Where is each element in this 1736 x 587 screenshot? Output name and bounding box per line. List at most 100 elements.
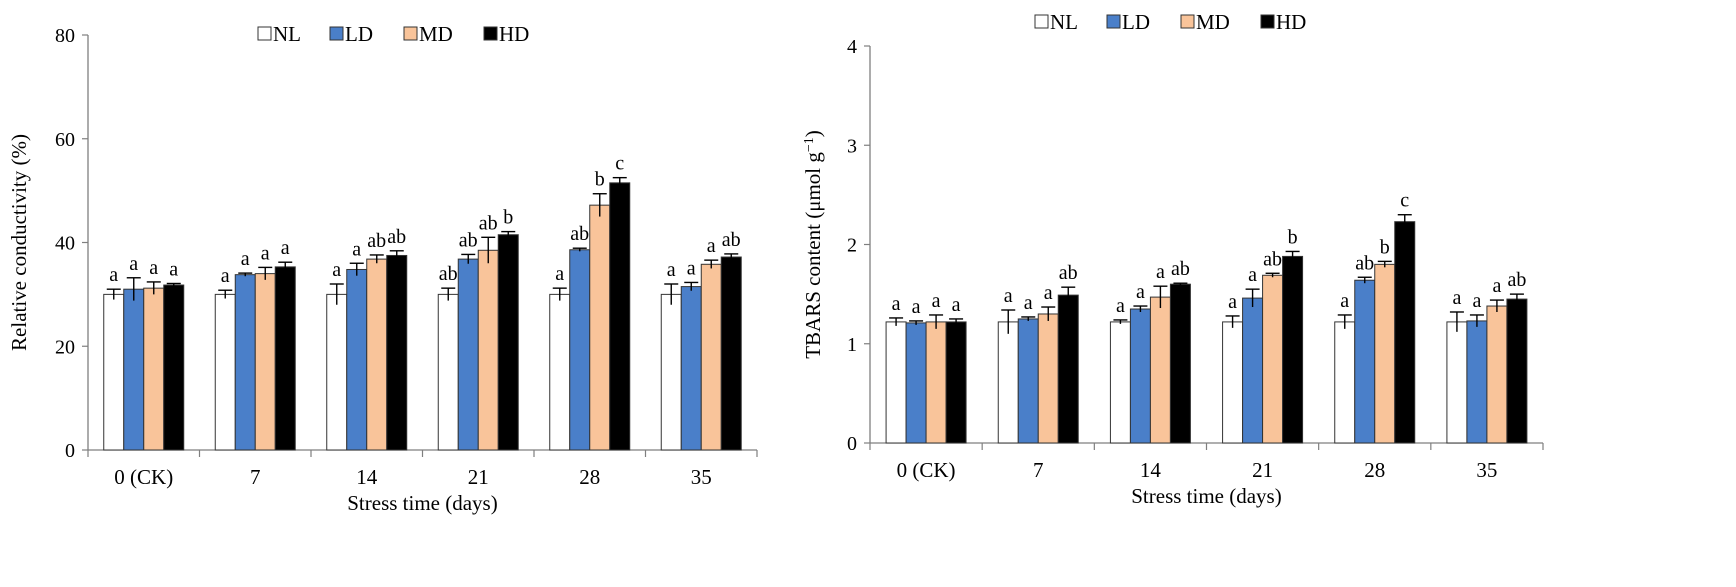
legend-swatch-nl bbox=[257, 26, 272, 41]
y-tick-label: 20 bbox=[55, 336, 75, 358]
legend-swatch-nl bbox=[1034, 14, 1049, 29]
significance-letter: a bbox=[169, 258, 178, 280]
x-tick-label: 14 bbox=[356, 465, 378, 489]
significance-letter: a bbox=[707, 235, 716, 257]
y-tick-label: 3 bbox=[847, 135, 857, 157]
bar-md bbox=[254, 273, 276, 451]
bar-md bbox=[1149, 296, 1171, 444]
legend: NL LD MD HD bbox=[1034, 10, 1306, 34]
significance-letter: a bbox=[1024, 292, 1033, 314]
bar-ld bbox=[1017, 318, 1039, 444]
legend-label-md: MD bbox=[1196, 10, 1230, 34]
legend-label-md: MD bbox=[419, 22, 453, 46]
bar-nl bbox=[1109, 321, 1131, 444]
significance-letter: ab bbox=[367, 230, 386, 252]
y-axis-title-close: ) bbox=[801, 130, 825, 137]
bar-md bbox=[1037, 313, 1059, 444]
x-tick-label: 35 bbox=[1476, 458, 1497, 482]
legend-label-nl: NL bbox=[1050, 10, 1078, 34]
significance-letter: ab bbox=[1507, 269, 1526, 291]
legend-swatch-md bbox=[1180, 14, 1195, 29]
bar-hd bbox=[609, 182, 631, 451]
legend-label-hd: HD bbox=[499, 22, 529, 46]
significance-letter: c bbox=[615, 153, 624, 175]
significance-letter: a bbox=[261, 242, 270, 264]
bar-hd bbox=[386, 254, 408, 451]
bar-md bbox=[143, 287, 165, 451]
bar-ld bbox=[234, 274, 256, 451]
bar-ld bbox=[1129, 308, 1151, 444]
bar-hd bbox=[497, 234, 519, 451]
significance-letter: a bbox=[1340, 290, 1349, 312]
bar-md bbox=[1486, 305, 1508, 444]
bar-ld bbox=[569, 249, 591, 451]
significance-letter: a bbox=[952, 294, 961, 316]
bar-md bbox=[925, 321, 947, 444]
significance-letter: a bbox=[932, 290, 941, 312]
significance-letter: a bbox=[221, 265, 230, 287]
significance-letter: a bbox=[1492, 275, 1501, 297]
bar-md bbox=[1262, 274, 1284, 444]
bar-ld bbox=[457, 258, 479, 451]
significance-letter: ab bbox=[570, 223, 589, 245]
significance-letter: a bbox=[109, 264, 118, 286]
legend-label-ld: LD bbox=[345, 22, 373, 46]
y-axis-title-superscript: −1 bbox=[802, 137, 817, 152]
significance-letter: a bbox=[1228, 291, 1237, 313]
bar-md bbox=[366, 258, 388, 451]
bar-hd bbox=[1282, 255, 1304, 444]
x-tick-label: 21 bbox=[468, 465, 489, 489]
significance-letter: a bbox=[667, 259, 676, 281]
significance-letter: c bbox=[1400, 190, 1409, 212]
x-tick-label: 21 bbox=[1252, 458, 1273, 482]
significance-letter: ab bbox=[387, 226, 406, 248]
significance-letter: a bbox=[149, 257, 158, 279]
significance-letter: a bbox=[1156, 261, 1165, 283]
y-tick-label: 60 bbox=[55, 129, 75, 151]
bar-ld bbox=[1466, 320, 1488, 444]
significance-letter: b bbox=[503, 207, 513, 229]
bar-md bbox=[1374, 263, 1396, 444]
significance-letter: ab bbox=[439, 263, 458, 285]
significance-letter: ab bbox=[479, 212, 498, 234]
legend-swatch-md bbox=[403, 26, 418, 41]
x-tick-label: 0 (CK) bbox=[897, 458, 956, 482]
significance-letter: a bbox=[1116, 295, 1125, 317]
bar-nl bbox=[1222, 321, 1244, 444]
significance-letter: a bbox=[912, 296, 921, 318]
legend-label-nl: NL bbox=[273, 22, 301, 46]
bar-md bbox=[700, 263, 722, 451]
significance-letter: a bbox=[1472, 290, 1481, 312]
bar-ld bbox=[1354, 279, 1376, 444]
bar-ld bbox=[346, 268, 368, 451]
significance-letter: b bbox=[1380, 236, 1390, 258]
bar-hd bbox=[1057, 294, 1079, 444]
bar-hd bbox=[945, 321, 967, 444]
y-tick-label: 1 bbox=[847, 334, 857, 356]
significance-letter: a bbox=[241, 248, 250, 270]
x-axis-title: Stress time (days) bbox=[1131, 484, 1281, 508]
bar-nl bbox=[214, 293, 236, 451]
significance-letter: a bbox=[892, 293, 901, 315]
bar-hd bbox=[274, 266, 296, 451]
bar-hd bbox=[1394, 221, 1416, 444]
x-tick-label: 7 bbox=[250, 465, 261, 489]
significance-letter: a bbox=[1044, 282, 1053, 304]
x-tick-label: 0 (CK) bbox=[114, 465, 173, 489]
x-axis-title: Stress time (days) bbox=[347, 491, 497, 515]
significance-letter: a bbox=[352, 238, 361, 260]
y-axis-title-text: Relative conductivity (%) bbox=[7, 134, 31, 351]
bar-hd bbox=[163, 284, 185, 451]
legend: NL LD MD HD bbox=[257, 22, 529, 46]
bar-ld bbox=[123, 288, 145, 451]
bar-hd bbox=[1506, 298, 1528, 444]
y-tick-label: 0 bbox=[847, 433, 857, 455]
bar-nl bbox=[1334, 321, 1356, 444]
significance-letter: ab bbox=[722, 229, 741, 251]
bar-hd bbox=[720, 256, 742, 451]
bar-hd bbox=[1169, 283, 1191, 444]
bar-nl bbox=[885, 321, 907, 444]
